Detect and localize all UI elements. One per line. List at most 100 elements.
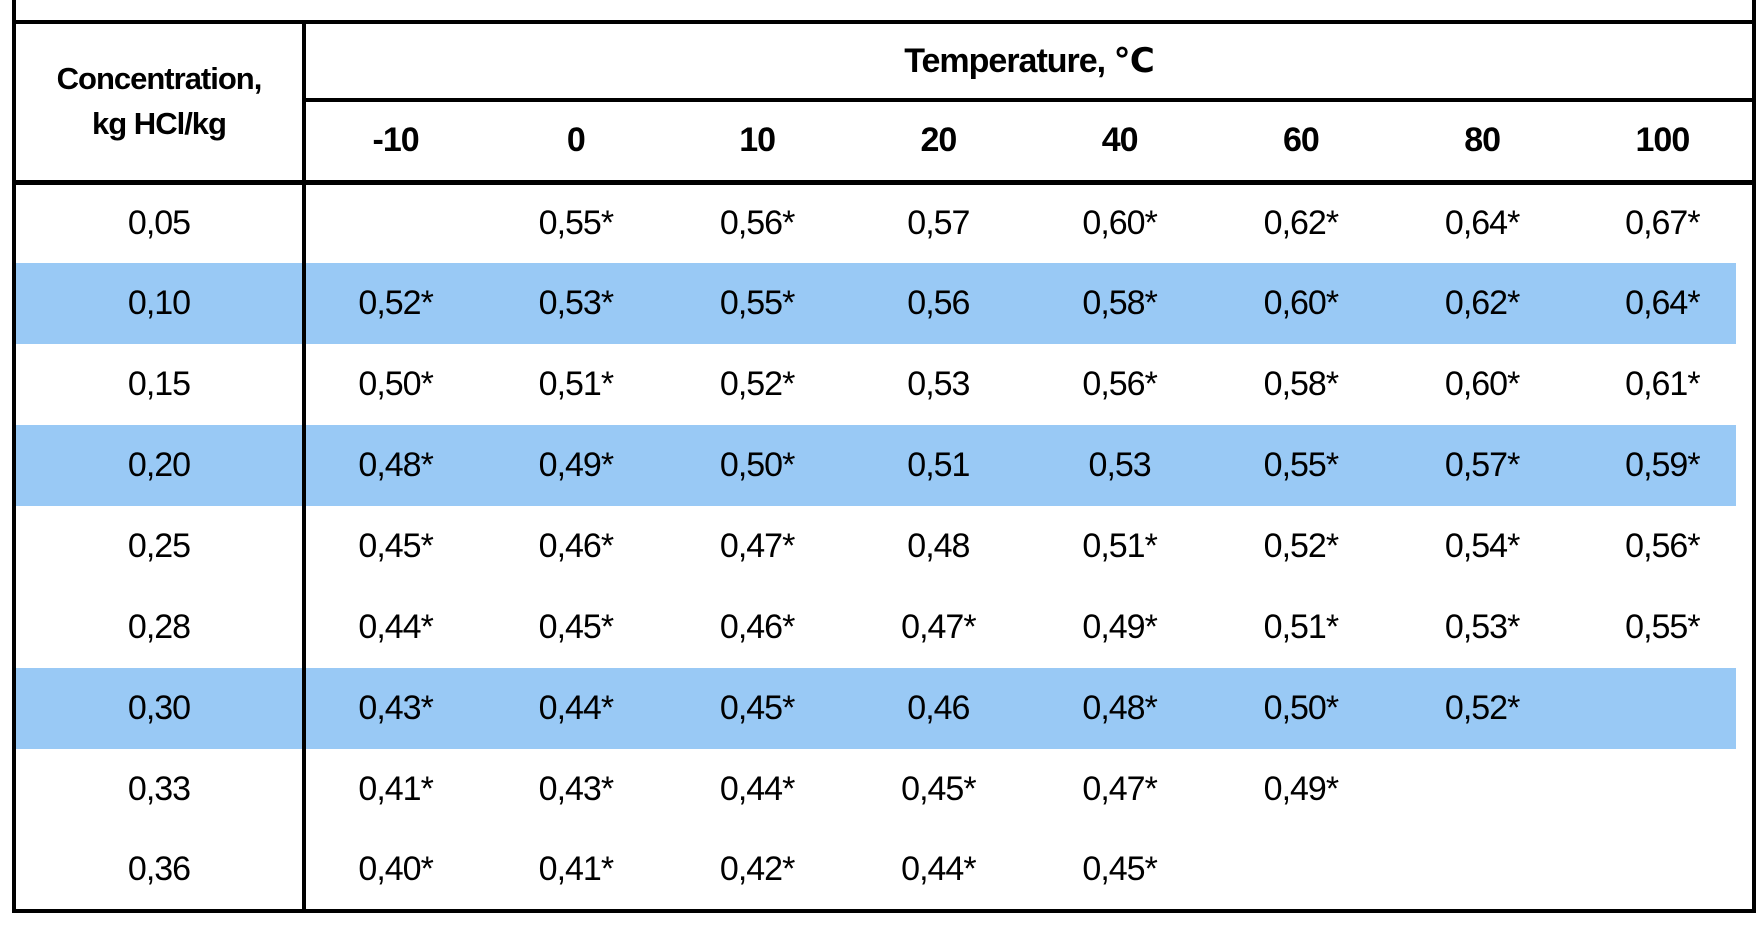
- concentration-header: Concentration, kg HCl/kg: [14, 22, 306, 185]
- value-cell: 0,51*: [1263, 608, 1339, 646]
- concentration-header-line2: kg HCl/kg: [92, 105, 227, 141]
- concentration-cell: 0,05: [14, 182, 306, 263]
- value-cell: [1392, 830, 1573, 911]
- value-cell: 0,52*: [719, 365, 795, 403]
- value-cell: [1572, 668, 1754, 749]
- value-cell: [1573, 830, 1754, 911]
- table-header: Concentration, kg HCl/kg Temperature, ℃ …: [14, 22, 1754, 185]
- value-cell: 0,45*: [358, 527, 433, 565]
- temperature-column-header: 10: [666, 100, 848, 185]
- table-row: 0,10 0,52* 0,53* 0,55* 0,56 0,58* 0,60* 0,62* 0,…: [14, 263, 1754, 344]
- value-cell: 0,45*: [666, 668, 848, 749]
- value-cell: 0,41*: [358, 770, 433, 808]
- value-cell: 0,46: [847, 668, 1029, 749]
- temperature-header: Temperature, ℃: [304, 22, 1754, 102]
- temperature-column-header: 20: [847, 100, 1029, 185]
- concentration-cell: 0,28: [14, 587, 306, 668]
- value-cell: 0,48*: [1029, 668, 1211, 749]
- table-row: 0,25 0,45* 0,46* 0,47* 0,48 0,51* 0,52* 0,54* 0,…: [14, 506, 1754, 587]
- value-cell: [304, 182, 485, 263]
- value-cell: 0,44*: [485, 668, 667, 749]
- table-row: 0,28 0,44* 0,45* 0,46* 0,47* 0,49* 0,51* 0,53* 0…: [14, 587, 1754, 668]
- value-cell: 0,48*: [304, 425, 486, 506]
- value-cell: 0,45*: [1082, 850, 1157, 888]
- value-cell: 0,42*: [719, 850, 795, 888]
- value-cell: 0,47*: [719, 527, 795, 565]
- value-cell: 0,53*: [1444, 608, 1520, 646]
- value-cell: [1210, 830, 1391, 911]
- concentration-header-line1: Concentration,: [56, 60, 263, 96]
- temperature-column-header: 60: [1210, 100, 1392, 185]
- temperature-column-header: -10: [304, 100, 486, 185]
- value-cell: 0,46*: [719, 608, 795, 646]
- value-cell: 0,62*: [1263, 204, 1339, 243]
- concentration-cell: 0,36: [14, 830, 306, 911]
- temperature-span-row: Concentration, kg HCl/kg Temperature, ℃: [14, 22, 1754, 185]
- value-cell: 0,57*: [1391, 425, 1573, 506]
- value-cell: 0,52*: [1263, 527, 1339, 565]
- value-cell: 0,48: [907, 527, 970, 565]
- value-cell: [1573, 749, 1754, 830]
- value-cell: 0,56: [847, 263, 1029, 344]
- temperature-column-header: 80: [1391, 100, 1573, 185]
- value-cell: 0,53*: [485, 263, 667, 344]
- value-cell: 0,60*: [1082, 204, 1157, 243]
- cropped-row-above: [12, 0, 1756, 20]
- value-cell: 0,47*: [901, 608, 976, 646]
- value-cell: 0,53: [907, 365, 970, 403]
- value-cell: 0,58*: [1029, 263, 1211, 344]
- table-body: 0,05 0,55* 0,56* 0,57 0,60* 0,62* 0,64* 0,67* 0,…: [14, 182, 1754, 911]
- value-cell: 0,44*: [719, 770, 795, 808]
- concentration-temperature-table: Concentration, kg HCl/kg Temperature, ℃ …: [12, 20, 1756, 913]
- value-cell: 0,55*: [666, 263, 848, 344]
- value-cell: 0,61*: [1625, 365, 1700, 403]
- concentration-cell: 0,15: [14, 344, 306, 425]
- temperature-columns-row: -10 0 10 20 40 60 80 100: [14, 100, 1754, 185]
- value-cell: 0,57: [907, 204, 970, 243]
- value-cell: 0,51: [847, 425, 1029, 506]
- value-cell: 0,49*: [1263, 770, 1339, 808]
- table-row: 0,36 0,40* 0,41* 0,42* 0,44* 0,45*: [14, 830, 1754, 911]
- value-cell: 0,50*: [666, 425, 848, 506]
- value-cell: 0,50*: [1210, 668, 1392, 749]
- value-cell: 0,52*: [304, 263, 486, 344]
- table-row: 0,05 0,55* 0,56* 0,57 0,60* 0,62* 0,64* 0,67*: [14, 182, 1754, 263]
- table-row: 0,15 0,50* 0,51* 0,52* 0,53 0,56* 0,58* 0,60* 0,…: [14, 344, 1754, 425]
- value-cell: 0,41*: [538, 850, 614, 888]
- value-cell: 0,55*: [538, 204, 614, 243]
- value-cell: 0,43*: [304, 668, 486, 749]
- value-cell: [1392, 749, 1573, 830]
- value-cell: 0,40*: [358, 850, 433, 888]
- value-cell: 0,49*: [485, 425, 667, 506]
- value-cell: 0,49*: [1082, 608, 1157, 646]
- value-cell: 0,56*: [1625, 527, 1700, 565]
- value-cell: 0,54*: [1444, 527, 1520, 565]
- value-cell: 0,44*: [358, 608, 433, 646]
- value-cell: 0,46*: [538, 527, 614, 565]
- value-cell: 0,58*: [1263, 365, 1339, 403]
- temperature-column-header: 40: [1029, 100, 1211, 185]
- value-cell: 0,55*: [1625, 608, 1700, 646]
- concentration-cell: 0,20: [14, 425, 306, 506]
- table-sheet: Concentration, kg HCl/kg Temperature, ℃ …: [12, 0, 1756, 913]
- value-cell: 0,60*: [1210, 263, 1392, 344]
- temperature-column-header: 0: [485, 100, 667, 185]
- value-cell: 0,56*: [719, 204, 795, 243]
- value-cell: 0,45*: [901, 770, 976, 808]
- value-cell: 0,45*: [538, 608, 614, 646]
- value-cell: 0,51*: [538, 365, 614, 403]
- value-cell: 0,51*: [1082, 527, 1157, 565]
- value-cell: 0,55*: [1210, 425, 1392, 506]
- value-cell: 0,56*: [1082, 365, 1157, 403]
- value-cell: 0,60*: [1444, 365, 1520, 403]
- value-cell: 0,47*: [1082, 770, 1157, 808]
- value-cell: 0,64*: [1444, 204, 1520, 243]
- value-cell: 0,53: [1029, 425, 1211, 506]
- value-cell: 0,43*: [538, 770, 614, 808]
- value-cell: 0,44*: [901, 850, 976, 888]
- value-cell: 0,62*: [1391, 263, 1573, 344]
- table-row: 0,30 0,43* 0,44* 0,45* 0,46 0,48* 0,50* 0,52*: [14, 668, 1754, 749]
- concentration-cell: 0,33: [14, 749, 306, 830]
- concentration-cell: 0,30: [14, 668, 306, 749]
- table-row: 0,20 0,48* 0,49* 0,50* 0,51 0,53 0,55* 0,57* 0,5…: [14, 425, 1754, 506]
